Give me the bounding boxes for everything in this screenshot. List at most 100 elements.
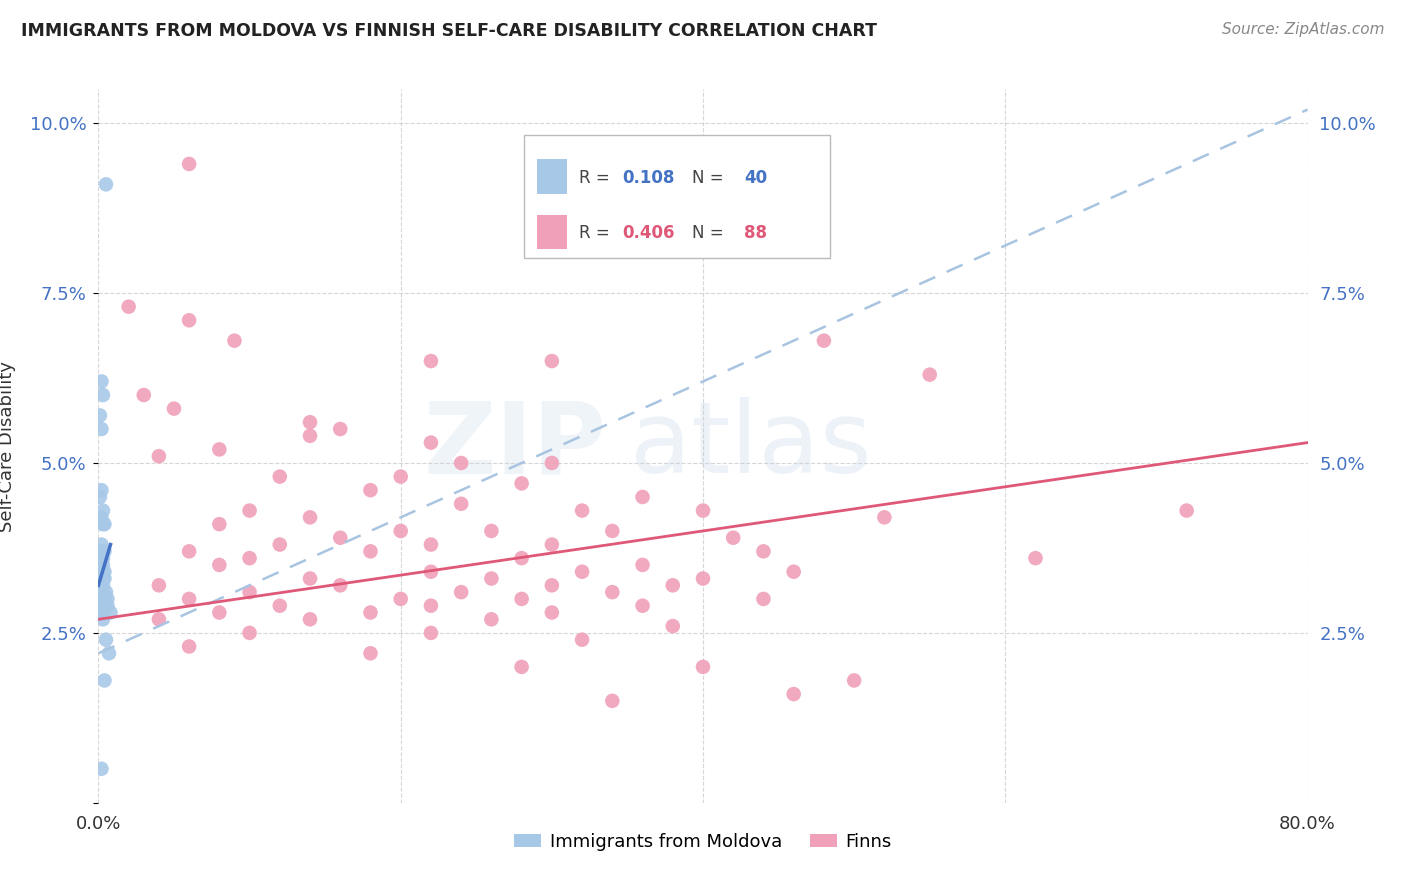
Point bbox=[91, 558, 114, 572]
Point bbox=[91, 591, 114, 606]
Text: 88: 88 bbox=[744, 225, 768, 243]
Point bbox=[329, 531, 352, 545]
Point bbox=[389, 591, 412, 606]
Point bbox=[91, 591, 114, 606]
Point bbox=[90, 375, 112, 389]
Point bbox=[540, 354, 562, 368]
Point bbox=[329, 422, 352, 436]
Point bbox=[93, 591, 115, 606]
Point bbox=[631, 558, 654, 572]
Point bbox=[510, 591, 533, 606]
Point bbox=[239, 503, 262, 517]
Y-axis label: Self-Care Disability: Self-Care Disability bbox=[0, 360, 15, 532]
Point bbox=[481, 612, 503, 626]
Point bbox=[90, 551, 112, 566]
Point bbox=[93, 572, 115, 586]
Legend: Immigrants from Moldova, Finns: Immigrants from Moldova, Finns bbox=[508, 826, 898, 858]
Point bbox=[540, 606, 562, 620]
Point bbox=[179, 640, 201, 654]
Point bbox=[1024, 551, 1046, 566]
Point bbox=[631, 490, 654, 504]
Point bbox=[118, 300, 141, 314]
Point bbox=[299, 429, 322, 443]
Point bbox=[571, 632, 593, 647]
Point bbox=[420, 537, 443, 551]
Point bbox=[239, 626, 262, 640]
FancyBboxPatch shape bbox=[537, 160, 567, 194]
Point bbox=[90, 483, 112, 498]
Point bbox=[540, 456, 562, 470]
Point bbox=[90, 599, 112, 613]
Point bbox=[93, 544, 115, 558]
Point bbox=[90, 585, 112, 599]
Point bbox=[360, 646, 382, 660]
Point bbox=[329, 578, 352, 592]
Point bbox=[148, 578, 170, 592]
Point bbox=[98, 646, 121, 660]
Point bbox=[571, 565, 593, 579]
Point bbox=[179, 591, 201, 606]
Point bbox=[91, 565, 114, 579]
Point bbox=[450, 456, 472, 470]
Point bbox=[360, 483, 382, 498]
Point bbox=[420, 599, 443, 613]
Point bbox=[148, 449, 170, 463]
Text: ZIP: ZIP bbox=[423, 398, 606, 494]
Point bbox=[90, 422, 112, 436]
Text: N =: N = bbox=[692, 225, 730, 243]
Point bbox=[208, 558, 231, 572]
Point bbox=[89, 409, 111, 423]
Point bbox=[148, 612, 170, 626]
Point bbox=[179, 313, 201, 327]
Point bbox=[208, 517, 231, 532]
Point bbox=[692, 660, 714, 674]
FancyBboxPatch shape bbox=[537, 215, 567, 250]
Point bbox=[94, 585, 117, 599]
Point bbox=[91, 503, 114, 517]
Point bbox=[540, 578, 562, 592]
Point bbox=[100, 606, 122, 620]
Point bbox=[783, 565, 806, 579]
Point bbox=[450, 585, 472, 599]
Point bbox=[692, 572, 714, 586]
Point bbox=[239, 551, 262, 566]
Point bbox=[94, 632, 117, 647]
Point bbox=[571, 503, 593, 517]
Point bbox=[540, 537, 562, 551]
Text: IMMIGRANTS FROM MOLDOVA VS FINNISH SELF-CARE DISABILITY CORRELATION CHART: IMMIGRANTS FROM MOLDOVA VS FINNISH SELF-… bbox=[21, 22, 877, 40]
Point bbox=[94, 178, 117, 192]
Point bbox=[90, 762, 112, 776]
Point bbox=[420, 565, 443, 579]
Text: 40: 40 bbox=[744, 169, 768, 186]
Point bbox=[179, 157, 201, 171]
Text: R =: R = bbox=[579, 169, 616, 186]
Text: Source: ZipAtlas.com: Source: ZipAtlas.com bbox=[1222, 22, 1385, 37]
Point bbox=[269, 537, 291, 551]
Point bbox=[91, 606, 114, 620]
Point bbox=[299, 510, 322, 524]
Point bbox=[360, 544, 382, 558]
Point bbox=[299, 612, 322, 626]
Point bbox=[389, 469, 412, 483]
Point bbox=[91, 551, 114, 566]
Point bbox=[93, 517, 115, 532]
Point bbox=[510, 551, 533, 566]
Point bbox=[299, 572, 322, 586]
Point bbox=[93, 673, 115, 688]
Point bbox=[450, 497, 472, 511]
Point bbox=[269, 469, 291, 483]
Point bbox=[90, 510, 112, 524]
Point bbox=[510, 660, 533, 674]
Point bbox=[752, 591, 775, 606]
Point bbox=[299, 415, 322, 429]
Point bbox=[873, 510, 896, 524]
Point bbox=[723, 531, 745, 545]
Point bbox=[239, 585, 262, 599]
Point bbox=[510, 476, 533, 491]
Point bbox=[481, 524, 503, 538]
Text: 0.406: 0.406 bbox=[621, 225, 675, 243]
Point bbox=[661, 619, 683, 633]
Point bbox=[661, 578, 683, 592]
Point bbox=[661, 170, 683, 185]
Point bbox=[420, 435, 443, 450]
